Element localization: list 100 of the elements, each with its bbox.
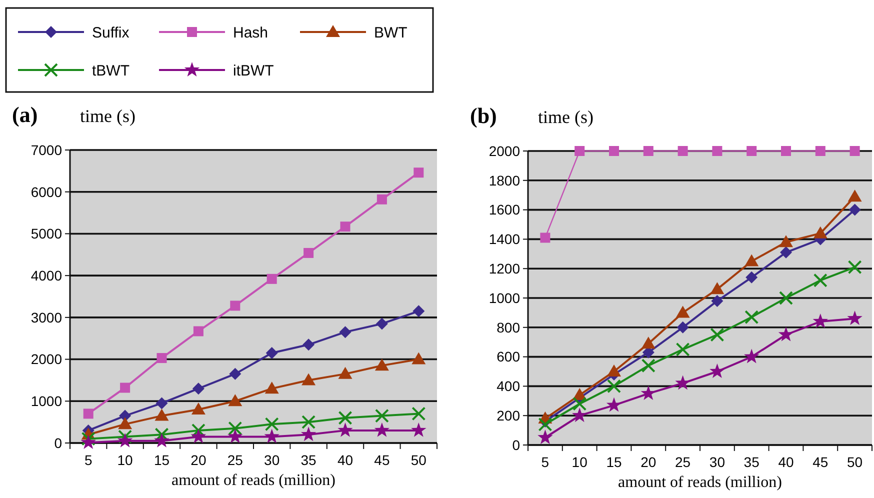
point [411,422,426,437]
point [374,358,389,371]
x-tick-label: 45 [374,452,390,468]
point [744,310,759,324]
point [676,306,690,318]
chart-title: (a) [12,102,38,127]
y-tick-label: 1600 [488,202,520,218]
y-tick-label: 600 [496,348,520,365]
y-tick-label: 800 [496,319,520,336]
point [746,271,758,284]
point [643,146,654,156]
y-tick-label: 200 [496,408,520,424]
point [154,432,170,448]
point [710,364,725,378]
y-tick-label: 2000 [30,351,62,368]
x-axis-title: amount of reads (million) [618,474,782,491]
point [572,396,587,411]
point [154,408,169,421]
point [83,408,94,419]
point [778,326,794,342]
x-tick-label: 40 [778,454,794,470]
point [338,410,352,425]
x-tick-label: 5 [84,452,92,468]
point [228,428,243,444]
point [376,194,387,204]
point [744,254,759,266]
y-axis-title: time (s) [538,107,594,127]
legend-label: itBWT [233,62,274,80]
point [641,336,656,349]
point [118,430,132,444]
y-tick-label: 5000 [30,226,62,242]
point [266,347,278,360]
x-tick-label: 40 [337,452,354,468]
point [412,406,426,421]
point [304,248,314,258]
y-tick-label: 3000 [30,309,62,326]
point [848,204,861,216]
point [812,314,828,328]
x-tick-label: 25 [675,454,691,470]
point [81,432,96,446]
x-tick-label: 15 [154,452,170,468]
point [339,326,352,338]
y-tick-label: 7000 [30,142,62,158]
point [847,310,862,326]
point [607,379,621,394]
x-tick-label: 45 [812,454,828,470]
point [540,232,550,243]
point [572,408,588,422]
y-axis-title: time (s) [80,106,136,126]
point [574,146,585,156]
point [746,146,757,156]
y-tick-label: 1000 [30,393,62,410]
y-tick-label: 0 [512,436,520,453]
legend-label: BWT [374,24,408,42]
x-axis-title: amount of reads (million) [172,472,336,489]
point [609,146,619,156]
point [193,326,204,336]
x-tick-label: 10 [572,454,588,470]
point [412,305,425,318]
point [710,328,724,342]
x-tick-label: 25 [227,452,244,468]
point [813,226,828,238]
x-tick-label: 20 [640,454,656,470]
point [780,246,792,258]
point [190,428,206,444]
point [338,422,353,437]
x-tick-label: 50 [847,454,863,470]
point [120,382,130,393]
point [230,300,240,311]
y-tick-label: 1400 [488,231,520,248]
point [711,294,724,307]
point [156,397,168,410]
point [779,235,793,248]
point [228,421,242,436]
point [641,358,656,373]
point [850,146,860,156]
point [813,273,828,288]
point [154,428,169,442]
point [607,364,621,376]
point [710,282,724,294]
point [781,146,791,156]
point [712,146,722,156]
point [156,353,167,364]
x-tick-label: 30 [264,452,280,468]
point [744,348,760,364]
point [302,338,315,351]
point [117,432,133,448]
point [266,274,277,284]
point [264,428,280,444]
point [848,260,862,274]
point [118,417,132,430]
x-tick-label: 30 [709,454,726,470]
point [80,434,96,450]
point [229,368,242,380]
y-tick-label: 1000 [488,290,520,306]
x-tick-label: 10 [117,452,134,468]
point [676,342,690,356]
legend-label: Suffix [92,24,130,42]
point [302,415,316,430]
x-tick-label: 5 [541,454,550,470]
